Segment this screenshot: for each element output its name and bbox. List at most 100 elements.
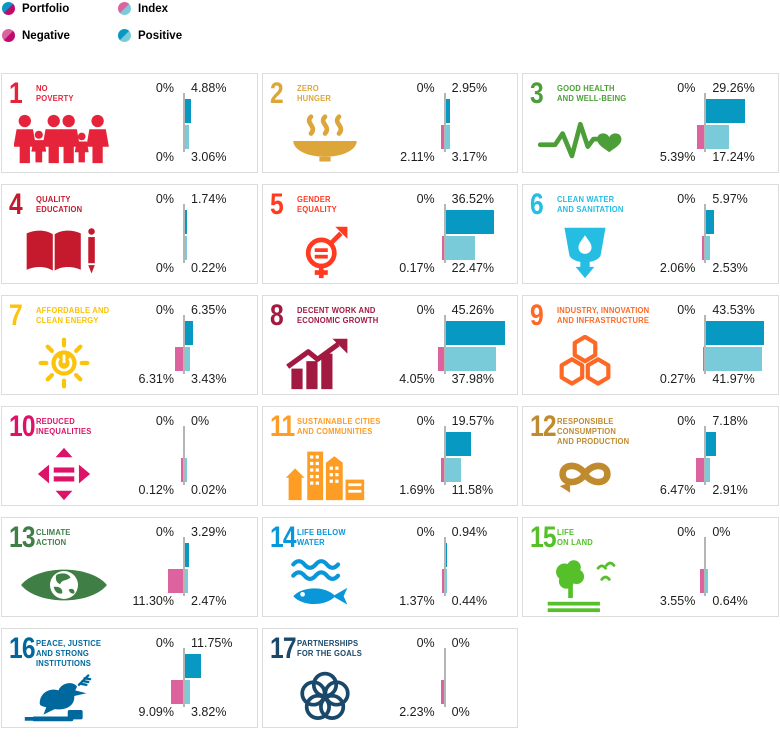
index-positive-bar [445, 236, 476, 260]
index-positive-bar [185, 458, 187, 482]
index-positive-label: 2.91% [712, 483, 748, 497]
chart-axis [704, 204, 707, 263]
chart-axis [183, 648, 185, 707]
index-positive-bar [185, 680, 191, 704]
index-positive-label: 0.64% [712, 594, 748, 608]
chart-axis [443, 204, 446, 263]
sdg-title: PEACE, JUSTICE AND STRONG INSTITUTIONS [36, 639, 102, 668]
sdg-number: 10 [9, 410, 36, 443]
portfolio-positive-bar [445, 543, 448, 567]
eye-globe-icon [8, 555, 120, 615]
legend-label: Positive [138, 29, 183, 42]
portfolio-positive-label: 2.95% [451, 81, 488, 95]
sdg-number: 5 [269, 188, 284, 221]
index-negative-bar [441, 458, 444, 482]
chart-axis [704, 315, 707, 374]
index-positive-bar [185, 125, 190, 149]
bowl-icon [269, 111, 381, 171]
legend-item-portfolio[interactable]: Portfolio [2, 2, 69, 15]
sdg-card-10: 10 REDUCED INEQUALITIES 0% 0% 0.12% 0.02… [1, 406, 258, 506]
index-positive-bar [445, 569, 448, 593]
portfolio-positive-label: 29.26% [712, 81, 755, 95]
legend-swatch-portfolio [2, 2, 15, 15]
sdg-card-3: 3 GOOD HEALTH AND WELL-BEING 0% 29.26% 5… [522, 73, 779, 173]
sdg-number: 11 [269, 410, 295, 443]
portfolio-positive-bar [445, 321, 506, 345]
index-negative-bar [438, 347, 444, 371]
fish-icon [269, 555, 381, 615]
index-positive-bar [706, 236, 710, 260]
portfolio-positive-label: 5.97% [712, 192, 748, 206]
sdg-card-12: 12 RESPONSIBLE CONSUMPTION AND PRODUCTIO… [522, 406, 779, 506]
chart-axis [183, 93, 185, 152]
sdg-card-11: 11 SUSTAINABLE CITIES AND COMMUNITIES 0%… [261, 406, 519, 506]
index-negative-bar [181, 458, 183, 482]
portfolio-positive-label: 19.57% [451, 414, 495, 428]
sdg-card-9: 9 INDUSTRY, INNOVATION AND INFRASTRUCTUR… [522, 295, 779, 395]
equality-arrows-icon [8, 444, 120, 504]
gender-equality-icon [269, 222, 381, 282]
index-positive-bar [185, 236, 187, 260]
chart-axis [443, 648, 446, 707]
sdg-number: 1 [9, 77, 23, 110]
index-positive-bar [706, 458, 711, 482]
index-positive-bar [706, 569, 709, 593]
sdg-title: QUALITY EDUCATION [36, 195, 83, 214]
index-negative-bar [441, 569, 444, 593]
index-positive-label: 3.82% [191, 705, 227, 719]
legend-item-positive[interactable]: Positive [118, 29, 182, 42]
index-positive-label: 37.98% [451, 372, 495, 386]
index-positive-label: 3.43% [191, 372, 227, 386]
sdg-card-2: 2 ZERO HUNGER 0% 2.95% 2.11% 3.17% [261, 73, 519, 173]
portfolio-positive-label: 7.18% [712, 414, 748, 428]
portfolio-positive-bar [185, 321, 194, 345]
sdg-number: 7 [9, 299, 23, 332]
dove-icon [8, 666, 120, 726]
legend-swatch-index [118, 2, 131, 15]
portfolio-positive-bar [445, 432, 472, 456]
legend-label: Portfolio [22, 2, 70, 15]
sdg-card-8: 8 DECENT WORK AND ECONOMIC GROWTH 0% 45.… [261, 295, 519, 395]
chart-axis [183, 204, 185, 263]
sdg-number: 15 [530, 521, 557, 554]
sdg-title: AFFORDABLE AND CLEAN ENERGY [36, 306, 110, 325]
index-positive-label: 2.47% [191, 594, 227, 608]
legend-item-negative[interactable]: Negative [2, 29, 70, 42]
legend: Portfolio Index Negative Positive [2, 2, 780, 44]
index-negative-bar [171, 680, 183, 704]
portfolio-positive-label: 0% [712, 525, 731, 539]
index-negative-bar [440, 680, 444, 704]
index-negative-bar [695, 458, 705, 482]
sdg-title: LIFE ON LAND [557, 528, 594, 547]
book-icon [8, 222, 120, 282]
infinity-icon [529, 444, 641, 504]
chart-axis [183, 537, 185, 596]
people-icon [8, 111, 120, 171]
index-positive-label: 2.53% [712, 261, 748, 275]
sdg-number: 12 [530, 410, 557, 443]
index-positive-label: 0% [451, 705, 470, 719]
chart-axis [183, 315, 185, 374]
portfolio-positive-label: 3.29% [191, 525, 227, 539]
sdg-title: PARTNERSHIPS FOR THE GOALS [296, 639, 362, 658]
portfolio-positive-label: 36.52% [451, 192, 495, 206]
heartbeat-icon [529, 111, 641, 171]
cubes-icon [529, 333, 641, 393]
portfolio-positive-bar [185, 210, 188, 234]
index-negative-bar [697, 125, 705, 149]
sdg-card-7: 7 AFFORDABLE AND CLEAN ENERGY 0% 6.35% 6… [1, 295, 258, 395]
index-positive-label: 0.02% [191, 483, 227, 497]
sdg-title: CLEAN WATER AND SANITATION [557, 195, 624, 214]
chart-axis [183, 426, 185, 485]
portfolio-positive-label: 0% [451, 636, 470, 650]
chart-axis [704, 93, 707, 152]
portfolio-positive-label: 6.35% [191, 303, 227, 317]
sdg-title: GOOD HEALTH AND WELL-BEING [557, 84, 627, 103]
chart-axis [443, 315, 446, 374]
legend-item-index[interactable]: Index [118, 2, 168, 15]
sdg-number: 6 [530, 188, 544, 221]
index-positive-bar [185, 569, 189, 593]
portfolio-positive-label: 43.53% [712, 303, 755, 317]
sdg-title: DECENT WORK AND ECONOMIC GROWTH [296, 306, 379, 325]
